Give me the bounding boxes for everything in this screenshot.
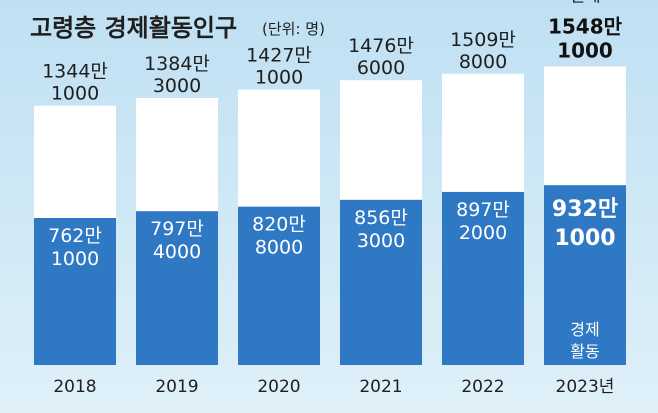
- active-label-5-line2: 1000: [554, 226, 615, 251]
- active-bar-3: [340, 199, 422, 365]
- total-label-3-line2: 6000: [357, 57, 405, 79]
- year-label-3: 2021: [359, 377, 402, 397]
- active-tag-line1: 경제: [570, 320, 599, 339]
- active-tag-line2: 활동: [570, 342, 599, 361]
- active-bar-0: [34, 218, 116, 365]
- total-label-1-line1: 1384만: [144, 53, 210, 75]
- active-label-4-line2: 2000: [459, 222, 507, 244]
- total-label-4-line2: 8000: [459, 51, 507, 73]
- active-bar-5: [544, 185, 626, 365]
- active-label-2-line1: 820만: [252, 214, 306, 236]
- active-label-2-line2: 8000: [255, 237, 303, 259]
- active-label-4-line1: 897만: [456, 199, 510, 221]
- year-label-5: 2023년: [556, 377, 615, 397]
- active-bar-2: [238, 206, 320, 365]
- year-label-0: 2018: [53, 377, 96, 397]
- total-label-5-line2: 1000: [557, 38, 613, 62]
- active-label-3-line1: 856만: [354, 207, 408, 229]
- total-label-2-line2: 1000: [255, 67, 303, 89]
- active-label-1-line1: 797만: [150, 218, 204, 240]
- active-label-1-line2: 4000: [153, 241, 201, 263]
- active-label-3-line2: 3000: [357, 230, 405, 252]
- active-label-5-line1: 932만: [552, 197, 618, 222]
- active-label-0-line1: 762만: [48, 225, 102, 247]
- total-label-0-line1: 1344만: [42, 61, 108, 83]
- total-label-5-line1: 1548만: [548, 14, 623, 38]
- year-label-4: 2022: [461, 377, 504, 397]
- total-label-3-line1: 1476만: [348, 35, 414, 57]
- total-label-4-line1: 1509만: [450, 29, 516, 51]
- total-label-1-line2: 3000: [153, 75, 201, 97]
- active-bar-4: [442, 191, 524, 365]
- year-label-2: 2020: [257, 377, 300, 397]
- bars-group: 1344만1000762만100020181384만3000797만400020…: [34, 0, 626, 397]
- active-bar-1: [136, 211, 218, 365]
- active-label-0-line2: 1000: [51, 248, 99, 270]
- total-label-2-line1: 1427만: [246, 45, 312, 67]
- unit-note: (단위: 명): [262, 20, 325, 38]
- chart-title: 고령층 경제활동인구: [30, 14, 237, 42]
- total-prefix-label: 전체: [569, 0, 600, 6]
- year-label-1: 2019: [155, 377, 198, 397]
- total-label-0-line2: 1000: [51, 83, 99, 105]
